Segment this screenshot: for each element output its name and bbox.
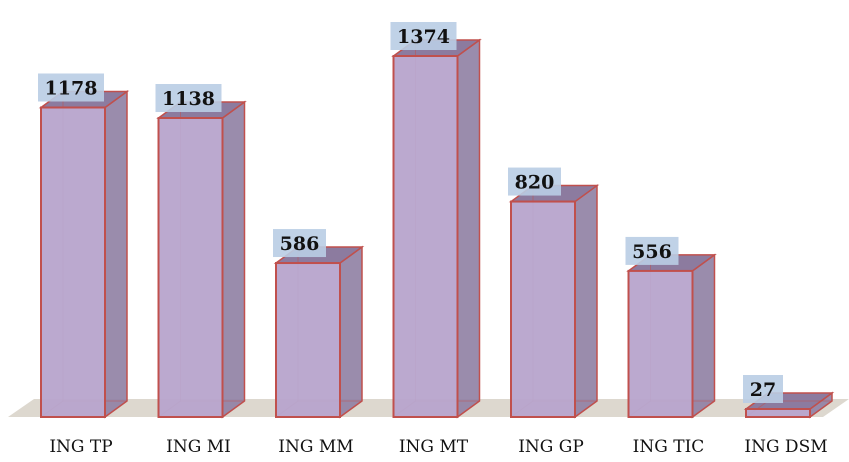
bar-front-face: [745, 408, 811, 418]
category-label: ING MM: [278, 437, 353, 457]
data-label-box: [390, 22, 457, 50]
category-labels-layer: ING TP ING MI ING MM ING MT ING GP ING TIC ING…: [49, 437, 827, 457]
category-label: ING MT: [399, 437, 469, 457]
bar-front-face: [40, 106, 106, 418]
bar-side-face: [574, 184, 598, 419]
data-label-box: [743, 375, 783, 403]
bar-front-face: [275, 262, 341, 418]
bar-side-face: [456, 38, 481, 419]
bar-side-face: [221, 100, 246, 419]
category-label: ING DSM: [744, 437, 827, 457]
data-labels-layer: 1178 1138 586 1374 820 556 27: [38, 22, 783, 403]
data-label-box: [625, 236, 679, 265]
bar-front-face: [627, 269, 694, 418]
category-label: ING MI: [166, 437, 231, 457]
category-label: ING GP: [518, 437, 584, 457]
data-label-box: [38, 73, 104, 102]
data-label: 1138: [162, 88, 215, 110]
category-label: ING TP: [49, 437, 112, 457]
bar: [508, 184, 600, 419]
bar-side-face: [691, 253, 716, 419]
bar-side-face: [339, 245, 363, 419]
data-label: 586: [280, 233, 320, 255]
bar: [626, 253, 717, 419]
data-label: 556: [632, 241, 672, 263]
data-label-box: [155, 84, 222, 113]
bar-front-face: [392, 55, 459, 418]
data-label-box: [273, 229, 326, 258]
bar-side-face: [104, 90, 128, 419]
bar-front-face: [157, 117, 224, 418]
bar: [156, 100, 247, 419]
bar: [38, 90, 130, 419]
bar: [273, 245, 365, 419]
bar: [391, 38, 482, 419]
bars-layer: [38, 38, 835, 419]
data-label: 1374: [397, 26, 450, 48]
data-label: 1178: [45, 77, 98, 99]
bar-front-face: [510, 200, 576, 418]
data-label: 820: [515, 172, 555, 194]
category-label: ING TIC: [633, 437, 705, 457]
data-label-box: [508, 167, 561, 196]
data-label: 27: [750, 379, 776, 401]
